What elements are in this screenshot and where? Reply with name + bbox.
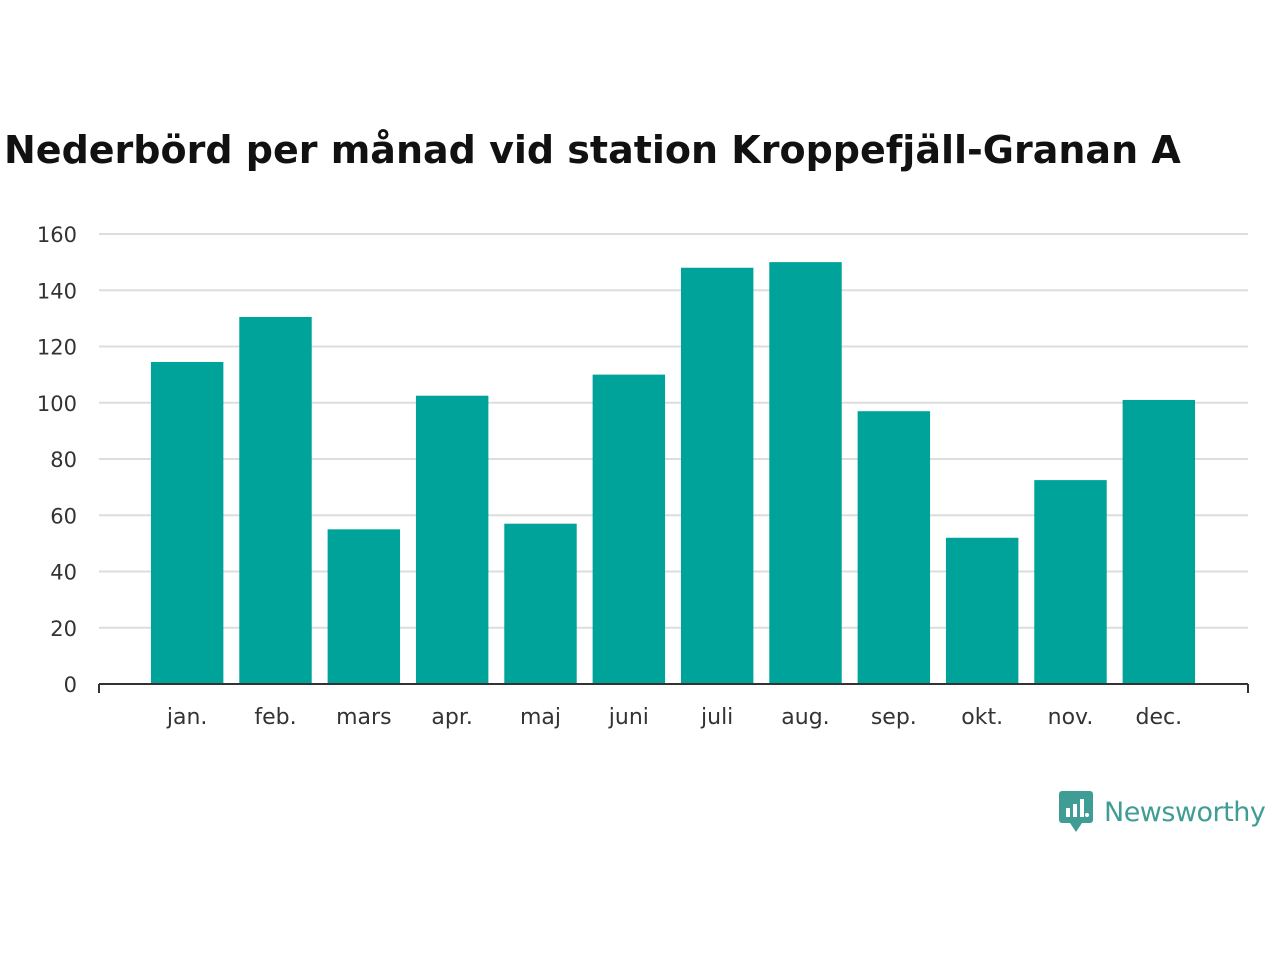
bar-sep (857, 411, 931, 684)
y-tick-label: 40 (50, 561, 77, 585)
bar-okt (945, 537, 1019, 684)
y-tick-label: 80 (50, 448, 77, 472)
x-tick-label: juni (608, 705, 649, 730)
x-tick-label: dec. (1136, 705, 1183, 730)
bar-dec (1122, 399, 1196, 684)
x-tick-label: mars (336, 705, 391, 730)
bars (150, 262, 1196, 684)
x-tick-label: okt. (961, 705, 1003, 730)
y-tick-label: 120 (37, 336, 77, 360)
y-tick-label: 60 (50, 504, 77, 528)
newsworthy-logo: Newsworthy (1058, 790, 1266, 834)
x-tick-label: nov. (1048, 705, 1094, 730)
x-tick-labels: jan. feb. mars apr. maj juni juli aug. sep. okt. n… (166, 705, 1182, 730)
bar-jan (150, 361, 224, 684)
x-tick-label: aug. (781, 705, 829, 730)
x-tick-label: juli (700, 705, 733, 730)
y-tick-label: 140 (37, 279, 77, 303)
bar-maj (504, 523, 577, 684)
y-tick-label: 0 (64, 673, 77, 697)
x-tick-label: sep. (871, 705, 917, 730)
bar-mars (327, 529, 401, 684)
bar-chart-speech-bubble-icon (1059, 791, 1093, 832)
bar-aug (769, 262, 842, 684)
chart-title: Nederbörd per månad vid station Kroppefj… (4, 128, 1181, 172)
brand-name: Newsworthy (1104, 796, 1266, 828)
x-tick-label: feb. (254, 705, 296, 730)
bar-juni (592, 374, 666, 684)
bar-feb (239, 316, 312, 684)
x-axis (98, 683, 1249, 693)
bar-nov (1034, 480, 1107, 684)
y-tick-label: 160 (37, 223, 77, 247)
bar-juli (680, 267, 754, 684)
x-tick-label: jan. (166, 705, 208, 730)
y-tick-label: 20 (50, 617, 77, 641)
y-tick-labels: 0 20 40 60 80 100 120 140 160 (37, 223, 77, 697)
y-tick-label: 100 (37, 392, 77, 416)
x-tick-label: apr. (431, 705, 472, 730)
x-tick-label: maj (520, 705, 561, 730)
bar-apr (415, 395, 489, 684)
